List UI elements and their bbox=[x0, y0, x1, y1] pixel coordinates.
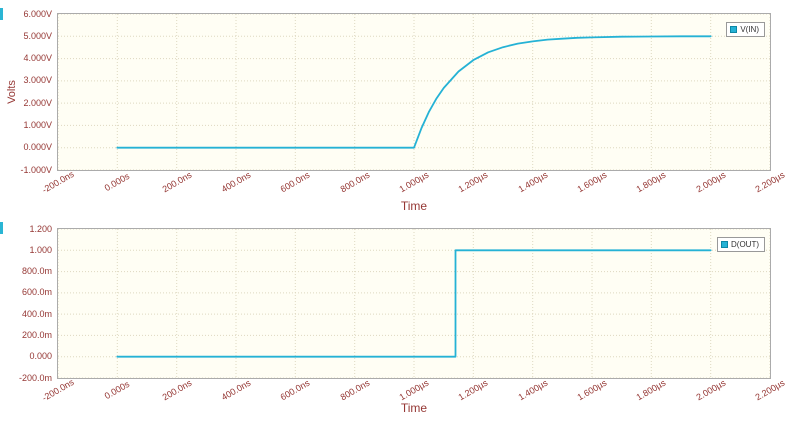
y-tick-label: 800.0m bbox=[21, 266, 52, 277]
y-tick-label: 3.000V bbox=[23, 75, 52, 86]
y-tick-label: -1.000V bbox=[20, 164, 52, 175]
x-tick-label: 1.000µs bbox=[397, 377, 431, 403]
panel-edge-accent bbox=[0, 222, 3, 234]
y-tick-label: 400.0m bbox=[21, 308, 52, 319]
x-tick-label: 200.0ns bbox=[160, 169, 194, 195]
x-tick-label: 1.400µs bbox=[516, 377, 550, 403]
x-tick-label: 1.400µs bbox=[516, 169, 550, 195]
x-tick-label: 1.200µs bbox=[456, 169, 490, 195]
plot-area-vin[interactable]: V(IN) bbox=[57, 13, 771, 171]
x-tick-label: 600.0ns bbox=[278, 377, 312, 403]
x-tick-label: 400.0ns bbox=[219, 169, 253, 195]
dout-waveform-svg bbox=[58, 229, 770, 378]
x-tick-label: 0.000s bbox=[103, 378, 132, 402]
y-tick-label: 4.000V bbox=[23, 53, 52, 64]
x-tick-label: 2.200µs bbox=[753, 377, 787, 403]
x-tick-label: 800.0ns bbox=[338, 169, 372, 195]
x-tick-label: 600.0ns bbox=[278, 169, 312, 195]
y-tick-label: 0.000V bbox=[23, 142, 52, 153]
y-tick-label: -200.0m bbox=[18, 372, 52, 383]
x-tick-label: 400.0ns bbox=[219, 377, 253, 403]
y-tick-label: 600.0m bbox=[21, 287, 52, 298]
y-tick-label: 2.000V bbox=[23, 97, 52, 108]
y-tick-label: 200.0m bbox=[21, 329, 52, 340]
y-tick-label: 1.000 bbox=[29, 244, 52, 255]
y-tick-label: 6.000V bbox=[23, 8, 52, 19]
x-axis-title-time-top: Time bbox=[400, 199, 428, 213]
x-tick-label: 800.0ns bbox=[338, 377, 372, 403]
dout-legend[interactable]: D(OUT) bbox=[717, 237, 765, 252]
plot-area-dout[interactable]: D(OUT) bbox=[57, 228, 771, 379]
x-tick-label: 2.000µs bbox=[694, 169, 728, 195]
x-tick-label: 1.600µs bbox=[575, 377, 609, 403]
panel-edge-accent bbox=[0, 8, 3, 20]
vin-waveform-svg bbox=[58, 14, 770, 170]
vin-legend-swatch-icon bbox=[730, 26, 738, 33]
x-tick-label: 1.600µs bbox=[575, 169, 609, 195]
x-tick-label: 1.200µs bbox=[456, 377, 490, 403]
x-axis-title-time-bottom: Time bbox=[400, 401, 428, 415]
x-tick-label: 0.000s bbox=[103, 170, 132, 194]
y-tick-label: 0.000 bbox=[29, 351, 52, 362]
vin-legend[interactable]: V(IN) bbox=[726, 22, 765, 37]
x-tick-label: 2.200µs bbox=[753, 169, 787, 195]
chart-vin: Volts V(IN) Time -1.000V 0.000V 1.000V 2.00… bbox=[0, 8, 787, 213]
x-tick-label: 1.800µs bbox=[634, 169, 668, 195]
x-tick-label: 200.0ns bbox=[160, 377, 194, 403]
dout-legend-swatch-icon bbox=[721, 241, 728, 248]
vin-legend-label: V(IN) bbox=[740, 25, 759, 34]
dout-legend-label: D(OUT) bbox=[731, 240, 759, 249]
y-tick-label: 1.200 bbox=[29, 223, 52, 234]
x-tick-label: 1.000µs bbox=[397, 169, 431, 195]
x-tick-label: 1.800µs bbox=[634, 377, 668, 403]
x-tick-label: 2.000µs bbox=[694, 377, 728, 403]
chart-dout: D(OUT) Time -200.0m 0.000 200.0m 400.0m 600.… bbox=[0, 214, 800, 428]
y-tick-label: 1.000V bbox=[23, 119, 52, 130]
y-tick-label: 5.000V bbox=[23, 30, 52, 41]
